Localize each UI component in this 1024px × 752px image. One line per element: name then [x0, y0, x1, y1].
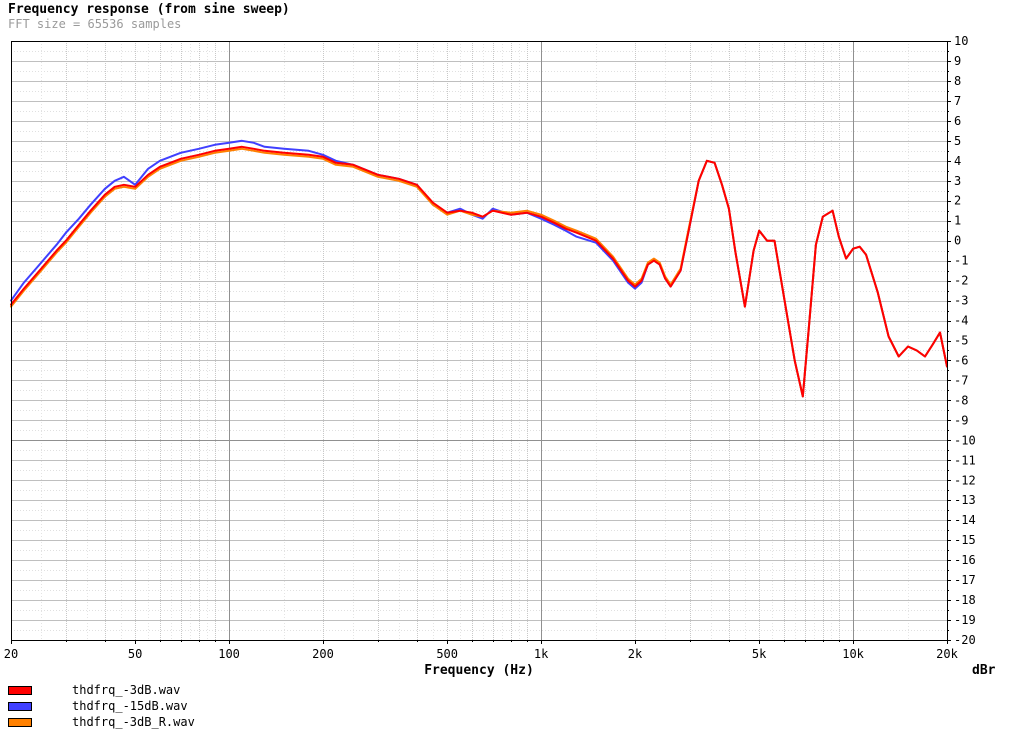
y-tick-label: -6	[954, 353, 968, 367]
x-tick-label: 200	[312, 647, 334, 661]
chart-subtitle: FFT size = 65536 samples	[8, 17, 182, 31]
legend-item-3db-r: thdfrq_-3dB_R.wav	[8, 715, 308, 731]
x-tick-label: 100	[218, 647, 240, 661]
y-tick-label: -1	[954, 254, 968, 268]
legend: thdfrq_-3dB.wav thdfrq_-15dB.wav thdfrq_…	[8, 683, 308, 731]
legend-swatch-15db	[8, 702, 32, 711]
chart-title: Frequency response (from sine sweep)	[8, 2, 290, 17]
y-tick-label: 10	[954, 34, 968, 48]
y-tick-label: -5	[954, 334, 968, 348]
x-tick-label: 20	[4, 647, 18, 661]
y-tick-label: -3	[954, 294, 968, 308]
y-tick-label: -8	[954, 393, 968, 407]
legend-swatch-3db-r	[8, 718, 32, 727]
series-layer	[10, 139, 948, 398]
y-tick-label: -12	[954, 473, 976, 487]
y-tick-label: 1	[954, 214, 961, 228]
legend-label-3db-r: thdfrq_-3dB_R.wav	[72, 715, 195, 729]
y-tick-label: 9	[954, 54, 961, 68]
y-axis-unit-label: dBr	[972, 663, 996, 678]
y-tick-label: -20	[954, 633, 976, 647]
legend-item-3db: thdfrq_-3dB.wav	[8, 683, 308, 699]
x-axis-label: Frequency (Hz)	[424, 663, 534, 678]
y-tick-label: 0	[954, 234, 961, 248]
y-tick-label: 5	[954, 134, 961, 148]
y-tick-label: -15	[954, 533, 976, 547]
x-tick-label: 2k	[628, 647, 643, 661]
minor-grid	[11, 41, 948, 640]
y-tick-label: -16	[954, 553, 976, 567]
y-tick-label: 7	[954, 94, 961, 108]
legend-swatch-3db	[8, 686, 32, 695]
y-tick-label: -10	[954, 433, 976, 447]
y-tick-label: -4	[954, 314, 968, 328]
x-tick-label: 1k	[534, 647, 549, 661]
x-tick-label: 50	[128, 647, 142, 661]
y-tick-label: -13	[954, 493, 976, 507]
x-tick-label: 5k	[752, 647, 767, 661]
y-tick-label: -19	[954, 613, 976, 627]
y-tick-label: 3	[954, 174, 961, 188]
y-tick-label: -2	[954, 274, 968, 288]
y-axis-ticks: 109876543210-1-2-3-4-5-6-7-8-9-10-11-12-…	[947, 34, 976, 647]
legend-label-3db: thdfrq_-3dB.wav	[72, 683, 181, 697]
x-tick-label: 500	[436, 647, 458, 661]
x-axis-ticks: 20 50 100 200 500 1k 2k 5k 10k 20k	[4, 640, 959, 661]
y-tick-label: 2	[954, 194, 961, 208]
y-tick-label: -7	[954, 373, 968, 387]
series-line-0	[10, 145, 948, 398]
y-tick-label: -14	[954, 513, 976, 527]
legend-item-15db: thdfrq_-15dB.wav	[8, 699, 308, 715]
y-tick-label: 8	[954, 74, 961, 88]
y-tick-label: -11	[954, 453, 976, 467]
legend-label-15db: thdfrq_-15dB.wav	[72, 699, 188, 713]
y-tick-label: 4	[954, 154, 961, 168]
x-tick-label: 10k	[842, 647, 864, 661]
y-tick-label: -17	[954, 573, 976, 587]
y-tick-label: 6	[954, 114, 961, 128]
x-tick-label: 20k	[936, 647, 958, 661]
y-tick-label: -9	[954, 413, 968, 427]
y-tick-label: -18	[954, 593, 976, 607]
